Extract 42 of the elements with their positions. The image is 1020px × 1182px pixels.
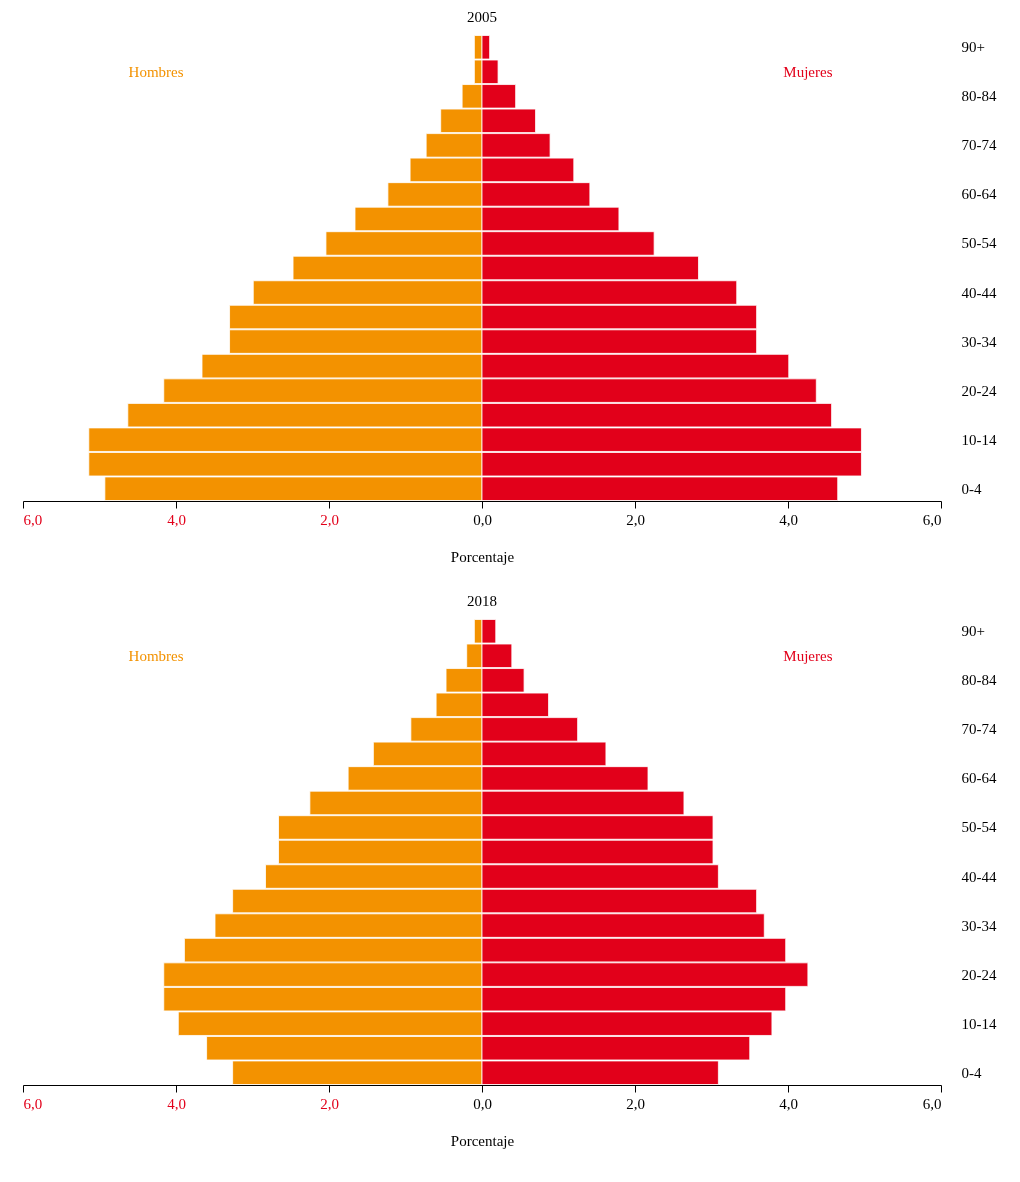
y-tick-label: 70-74 (961, 721, 997, 738)
y-tick-label: 30-34 (961, 333, 997, 350)
y-tick-label: 90+ (961, 623, 985, 640)
x-tick-label: 0,0 (473, 511, 492, 528)
y-tick-label: 10-14 (961, 431, 997, 448)
y-tick-label: 0-4 (961, 480, 982, 497)
text: Hombres (128, 63, 184, 80)
text: Hombres (128, 647, 184, 664)
x-tick-label: 6,0 (922, 511, 942, 528)
y-tick-label: 20-24 (961, 382, 997, 399)
text: Mujeres (783, 63, 833, 80)
y-tick-label: 80-84 (961, 672, 997, 689)
chart-title: 2018 (467, 593, 497, 609)
y-tick-label: 50-54 (961, 819, 997, 836)
x-tick-label: 0,0 (473, 1095, 492, 1112)
x-tick-label: 2,0 (626, 511, 645, 528)
y-tick-label: 50-54 (961, 235, 997, 252)
y-tick-label: 90+ (961, 39, 985, 56)
y-tick-label: 60-64 (961, 770, 997, 787)
x-tick-label: 4,0 (167, 1095, 186, 1112)
x-tick-label: 6,0 (23, 1095, 43, 1112)
x-tick-label: 4,0 (779, 1095, 798, 1112)
x-tick-label: 2,0 (320, 1095, 339, 1112)
x-tick-label: 2,0 (320, 511, 339, 528)
chart-title: 2005 (467, 9, 497, 25)
x-tick-label: 2,0 (626, 1095, 645, 1112)
x-axis-title: Porcentaje (450, 1132, 515, 1149)
y-tick-label: 40-44 (961, 284, 997, 301)
x-tick-label: 6,0 (922, 1095, 942, 1112)
y-tick-label: 70-74 (961, 137, 997, 154)
text: Mujeres (783, 647, 833, 664)
x-tick-label: 6,0 (23, 511, 43, 528)
y-tick-label: 10-14 (961, 1015, 997, 1032)
y-tick-label: 40-44 (961, 868, 997, 885)
y-tick-label: 0-4 (961, 1064, 982, 1081)
y-tick-label: 60-64 (961, 186, 997, 203)
x-tick-label: 4,0 (167, 511, 186, 528)
x-axis-title: Porcentaje (450, 548, 515, 565)
y-tick-label: 20-24 (961, 966, 997, 983)
y-tick-label: 30-34 (961, 917, 997, 934)
y-tick-label: 80-84 (961, 88, 997, 105)
x-tick-label: 4,0 (779, 511, 798, 528)
